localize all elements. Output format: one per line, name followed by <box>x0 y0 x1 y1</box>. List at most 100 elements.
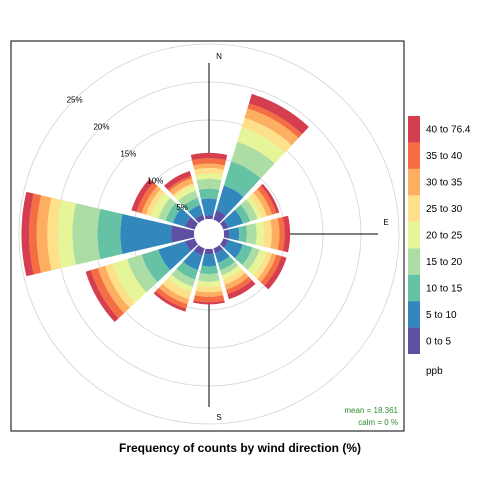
petal-180-bin-8 <box>193 295 225 303</box>
petal-300-bin-6 <box>145 189 165 217</box>
petal-30-bin-4 <box>231 141 275 179</box>
petal-300-bin-8 <box>136 182 158 214</box>
petal-60-bin-7 <box>253 189 273 217</box>
petal-90-bin-4 <box>245 223 257 245</box>
direction-label-e: E <box>383 218 388 227</box>
petal-120-bin-9 <box>264 256 287 290</box>
petal-0-bin-9 <box>190 152 228 161</box>
petal-30-bin-8 <box>247 103 303 138</box>
petal-300-bin-1 <box>185 217 199 230</box>
calm-circle <box>194 219 224 249</box>
petal-60-bin-8 <box>257 185 277 215</box>
petal-180-bin-7 <box>194 290 224 297</box>
petal-240-bin-1 <box>185 238 199 251</box>
petal-0-bin-7 <box>193 163 225 170</box>
petal-90-bin-7 <box>270 218 280 250</box>
petal-210-bin-3 <box>176 261 198 280</box>
legend-swatch-2 <box>408 301 420 328</box>
petal-270-bin-4 <box>72 203 101 265</box>
petal-30-bin-9 <box>248 93 309 135</box>
petal-300-bin-5 <box>151 192 171 219</box>
legend-label-8: 35 to 40 <box>426 151 463 162</box>
petal-60-bin-4 <box>240 199 258 222</box>
petal-180-bin-1 <box>204 248 214 255</box>
petal-270-bin-7 <box>36 195 52 273</box>
petal-180-bin-6 <box>195 285 223 293</box>
petal-0-bin-2 <box>201 198 217 216</box>
legend-swatch-4 <box>408 248 420 275</box>
petal-240-bin-7 <box>97 265 130 314</box>
petal-210-bin-9 <box>153 291 187 312</box>
petal-30-bin-1 <box>213 210 226 224</box>
petal-330-bin-8 <box>167 176 192 192</box>
petal-60-bin-5 <box>246 196 262 220</box>
petal-330-bin-7 <box>169 178 194 196</box>
petal-270-bin-2 <box>120 214 173 254</box>
petal-330-bin-6 <box>172 183 195 197</box>
petal-270-bin-9 <box>21 191 34 277</box>
legend: 0 to 5 5 to 10 10 to 15 15 to 20 20 to 25 25 … <box>408 116 471 354</box>
petal-120-bin-7 <box>257 253 277 283</box>
legend-label-5: 20 to 25 <box>426 231 463 242</box>
petals <box>21 93 309 322</box>
legend-swatch-6 <box>408 195 420 222</box>
petal-0-bin-1 <box>204 215 214 220</box>
petal-30-bin-2 <box>216 185 244 216</box>
petal-270-bin-5 <box>57 199 76 269</box>
petal-180-bin-9 <box>193 300 225 305</box>
petal-30-bin-7 <box>244 108 299 146</box>
petal-300-bin-3 <box>165 203 182 223</box>
legend-swatch-9 <box>408 116 420 143</box>
petal-90-bin-9 <box>282 215 291 253</box>
direction-label-n: N <box>216 52 222 61</box>
petal-270-bin-8 <box>29 193 42 275</box>
legend-label-3: 10 to 15 <box>426 283 463 294</box>
petal-210-bin-1 <box>193 244 205 256</box>
ring-label-5: 25% <box>67 96 83 105</box>
legend-label-1: 0 to 5 <box>426 336 451 347</box>
petal-30-bin-3 <box>223 161 261 197</box>
petal-240-bin-4 <box>127 254 158 293</box>
petal-0-bin-3 <box>198 188 220 200</box>
petal-330-bin-9 <box>164 170 192 190</box>
petal-180-bin-3 <box>199 265 219 275</box>
petal-240-bin-3 <box>141 249 171 283</box>
petal-210-bin-6 <box>162 278 192 300</box>
legend-label-6: 25 to 30 <box>426 204 463 215</box>
petal-180-bin-4 <box>198 273 220 282</box>
petal-150-bin-9 <box>227 279 256 300</box>
legend-swatch-8 <box>408 142 420 169</box>
ring-label-2: 10% <box>147 176 163 185</box>
petal-120-bin-4 <box>242 247 260 271</box>
petal-120-bin-1 <box>219 238 229 248</box>
petal-120-bin-8 <box>260 254 282 286</box>
petal-120-bin-6 <box>253 251 273 279</box>
petal-150-bin-1 <box>213 244 223 254</box>
petal-330-bin-3 <box>183 197 201 212</box>
petal-90-bin-3 <box>238 225 247 243</box>
petal-240-bin-6 <box>105 263 136 308</box>
petal-90-bin-1 <box>223 229 230 239</box>
petal-330-bin-1 <box>195 214 205 224</box>
petal-300-bin-2 <box>172 208 191 227</box>
direction-label-s: S <box>216 413 221 422</box>
legend-swatch-7 <box>408 168 420 196</box>
petal-90-bin-6 <box>262 219 272 249</box>
petal-120-bin-5 <box>247 249 267 276</box>
petal-90-bin-5 <box>255 221 265 247</box>
petal-300-bin-4 <box>158 197 176 221</box>
petal-330-bin-2 <box>188 205 204 220</box>
petal-300-bin-9 <box>131 178 154 212</box>
mean-stat: mean = 18.361 <box>344 406 398 415</box>
plot-frame <box>10 40 405 432</box>
petal-0-bin-8 <box>191 158 227 166</box>
petal-300-bin-7 <box>141 185 161 215</box>
petal-90-bin-2 <box>228 227 240 241</box>
chart-title: Frequency of counts by wind direction (%… <box>119 441 361 455</box>
petal-210-bin-2 <box>183 250 203 271</box>
petal-60-bin-6 <box>249 192 267 218</box>
petal-120-bin-3 <box>234 244 253 265</box>
legend-swatch-1 <box>408 327 420 354</box>
ring-label-4: 20% <box>93 123 109 132</box>
